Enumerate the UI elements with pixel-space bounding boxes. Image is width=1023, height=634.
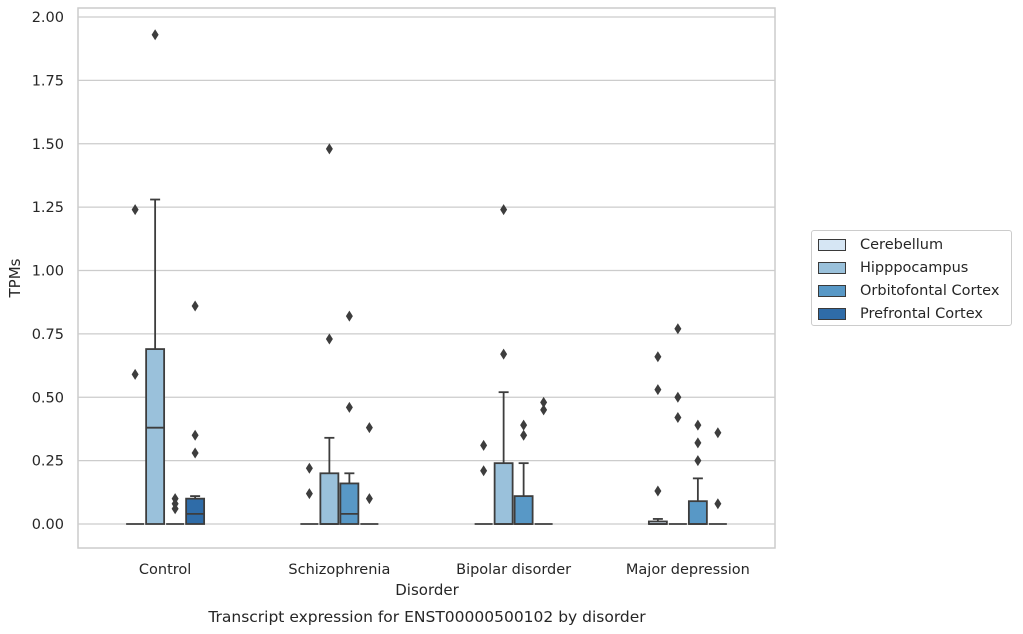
box-orbitofontal-cortex xyxy=(513,419,534,525)
x-tick-label: Bipolar disorder xyxy=(456,562,571,578)
y-tick-label: 1.25 xyxy=(32,200,64,216)
outlier-point xyxy=(365,422,373,434)
outlier-point xyxy=(480,439,488,451)
outlier-point xyxy=(674,323,682,335)
box-orbitofontal-cortex xyxy=(687,419,708,525)
box-hipppocampus xyxy=(668,323,687,525)
x-tick-label: Schizophrenia xyxy=(288,562,390,578)
outlier-point xyxy=(325,333,333,345)
box-orbitofontal-cortex xyxy=(166,493,185,525)
outlier-point xyxy=(500,204,508,216)
outlier-point xyxy=(654,384,662,396)
legend-swatch-orbitofrontal-cortex xyxy=(818,285,846,297)
y-tick-label: 2.00 xyxy=(32,10,64,26)
outlier-point xyxy=(365,493,373,505)
plot-frame xyxy=(77,7,776,549)
chart-title: Transcript expression for ENST0000050010… xyxy=(207,608,646,626)
x-tick-label: Control xyxy=(139,562,191,578)
outlier-point xyxy=(191,447,199,459)
outlier-point xyxy=(305,462,313,474)
box-hipppocampus xyxy=(319,143,340,525)
outlier-point xyxy=(540,396,548,408)
y-tick-label: 0.50 xyxy=(32,390,64,406)
legend-label: Cerebellum xyxy=(860,237,944,253)
legend-swatch-cerebellum xyxy=(818,239,846,251)
outlier-point xyxy=(540,404,548,416)
legend-label: Orbitofontal Cortex xyxy=(860,283,1000,299)
outlier-point xyxy=(520,429,528,441)
outlier-point xyxy=(131,204,139,216)
outlier-point xyxy=(694,437,702,449)
y-tick-label: 0.25 xyxy=(32,454,64,470)
legend-item-hippocampus: Hipppocampus xyxy=(818,258,968,278)
box-series xyxy=(126,29,727,525)
outlier-point xyxy=(694,455,702,467)
y-tick-label: 1.50 xyxy=(32,137,64,153)
box-hipppocampus xyxy=(145,29,166,525)
legend-label: Hipppocampus xyxy=(860,260,969,276)
outlier-point xyxy=(151,29,159,41)
outlier-point xyxy=(520,419,528,431)
box-prefrontal-cortex xyxy=(360,422,379,525)
box-prefrontal-cortex xyxy=(185,300,206,525)
outlier-point xyxy=(694,419,702,431)
legend-label: Prefrontal Cortex xyxy=(860,306,983,322)
box-body xyxy=(493,462,514,525)
box-cerebellum xyxy=(126,204,145,525)
box-body xyxy=(513,495,534,525)
outlier-point xyxy=(191,300,199,312)
box-cerebellum xyxy=(647,351,668,525)
y-axis-label: TPMs xyxy=(6,258,24,298)
y-tick-label: 0.75 xyxy=(32,327,64,343)
outlier-point xyxy=(674,391,682,403)
y-tick-label: 0.00 xyxy=(32,517,64,533)
outlier-point xyxy=(714,498,722,510)
box-prefrontal-cortex xyxy=(708,427,727,525)
outlier-point xyxy=(500,348,508,360)
outlier-point xyxy=(325,143,333,155)
box-body xyxy=(339,482,360,525)
box-orbitofontal-cortex xyxy=(339,310,360,525)
y-tick-label: 1.75 xyxy=(32,73,64,89)
legend-item-prefrontal-cortex: Prefrontal Cortex xyxy=(818,304,983,324)
outlier-point xyxy=(345,401,353,413)
box-prefrontal-cortex xyxy=(534,396,553,525)
y-tick-label: 1.00 xyxy=(32,264,64,280)
outlier-point xyxy=(674,412,682,424)
box-body xyxy=(185,497,206,525)
y-axis-ticks: 0.00 0.25 0.50 0.75 1.00 1.25 1.50 1.75 2.00 xyxy=(32,10,64,533)
gridlines xyxy=(78,16,775,525)
box-body xyxy=(687,500,708,525)
outlier-point xyxy=(191,429,199,441)
outlier-point xyxy=(171,493,179,505)
box-cerebellum xyxy=(300,462,319,525)
legend-item-cerebellum: Cerebellum xyxy=(818,235,943,255)
outlier-point xyxy=(305,488,313,500)
legend-swatch-hippocampus xyxy=(818,262,846,274)
legend-item-orbitofrontal-cortex: Orbitofontal Cortex xyxy=(818,281,999,301)
outlier-point xyxy=(654,351,662,363)
box-hipppocampus xyxy=(493,204,514,525)
box-cerebellum xyxy=(474,439,493,525)
box-body xyxy=(145,348,166,525)
outlier-point xyxy=(714,427,722,439)
x-axis-label: Disorder xyxy=(395,581,459,599)
outlier-point xyxy=(131,368,139,380)
x-axis-ticks: Control Schizophrenia Bipolar disorder Majo… xyxy=(139,562,750,578)
outlier-point xyxy=(654,485,662,497)
outlier-point xyxy=(345,310,353,322)
legend: Cerebellum Hipppocampus Orbitofontal Cor… xyxy=(811,230,1012,326)
outlier-point xyxy=(480,465,488,477)
x-tick-label: Major depression xyxy=(626,562,750,578)
box-body xyxy=(319,472,340,525)
legend-swatch-prefrontal-cortex xyxy=(818,308,846,320)
